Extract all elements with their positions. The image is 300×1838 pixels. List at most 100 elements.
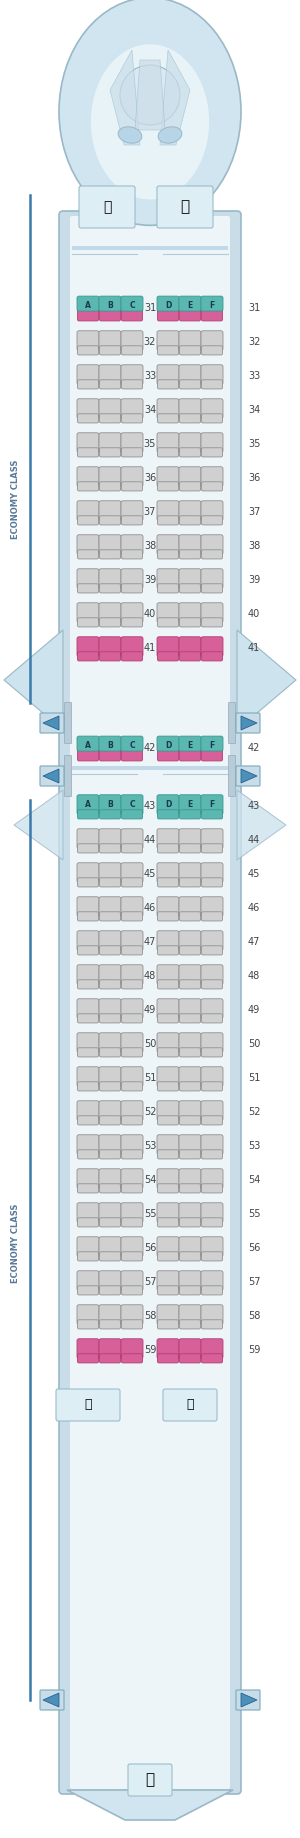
FancyBboxPatch shape — [201, 1169, 223, 1189]
FancyBboxPatch shape — [202, 1116, 223, 1125]
FancyBboxPatch shape — [77, 414, 98, 423]
Text: 57: 57 — [248, 1277, 260, 1287]
FancyBboxPatch shape — [202, 1219, 223, 1228]
FancyBboxPatch shape — [122, 652, 142, 662]
FancyBboxPatch shape — [157, 1305, 179, 1325]
FancyBboxPatch shape — [179, 584, 200, 594]
FancyBboxPatch shape — [40, 1689, 64, 1709]
FancyBboxPatch shape — [121, 331, 143, 351]
FancyBboxPatch shape — [100, 844, 121, 853]
FancyBboxPatch shape — [179, 897, 201, 917]
FancyBboxPatch shape — [158, 652, 178, 662]
FancyBboxPatch shape — [122, 1252, 142, 1261]
FancyBboxPatch shape — [157, 500, 179, 520]
Text: D: D — [165, 800, 171, 809]
FancyBboxPatch shape — [201, 1338, 223, 1358]
FancyBboxPatch shape — [201, 965, 223, 985]
FancyBboxPatch shape — [179, 794, 201, 814]
FancyBboxPatch shape — [158, 912, 178, 921]
Polygon shape — [14, 790, 63, 860]
FancyBboxPatch shape — [100, 1048, 121, 1057]
FancyBboxPatch shape — [121, 1202, 143, 1222]
FancyBboxPatch shape — [158, 947, 178, 956]
FancyBboxPatch shape — [179, 1305, 201, 1325]
FancyBboxPatch shape — [100, 346, 121, 355]
Text: F: F — [209, 800, 214, 809]
FancyBboxPatch shape — [201, 1066, 223, 1086]
FancyBboxPatch shape — [121, 1033, 143, 1053]
Text: 56: 56 — [248, 1242, 260, 1254]
FancyBboxPatch shape — [77, 1116, 98, 1125]
Text: 42: 42 — [144, 743, 156, 754]
FancyBboxPatch shape — [77, 305, 98, 322]
FancyBboxPatch shape — [157, 1169, 179, 1189]
FancyBboxPatch shape — [77, 346, 98, 355]
FancyBboxPatch shape — [77, 1169, 99, 1189]
Polygon shape — [4, 630, 63, 730]
FancyBboxPatch shape — [179, 1083, 200, 1092]
Text: 41: 41 — [248, 643, 260, 652]
FancyBboxPatch shape — [122, 584, 142, 594]
FancyBboxPatch shape — [121, 735, 143, 752]
Text: 58: 58 — [144, 1310, 156, 1322]
Polygon shape — [110, 50, 140, 145]
FancyBboxPatch shape — [179, 364, 201, 384]
FancyBboxPatch shape — [77, 535, 99, 555]
FancyBboxPatch shape — [158, 482, 178, 491]
Text: 43: 43 — [248, 801, 260, 811]
FancyBboxPatch shape — [100, 947, 121, 956]
Ellipse shape — [91, 44, 209, 200]
FancyBboxPatch shape — [201, 998, 223, 1018]
Text: 39: 39 — [248, 575, 260, 584]
FancyBboxPatch shape — [40, 713, 64, 733]
FancyBboxPatch shape — [201, 364, 223, 384]
FancyBboxPatch shape — [122, 380, 142, 390]
FancyBboxPatch shape — [77, 550, 98, 559]
Text: E: E — [188, 301, 193, 311]
FancyBboxPatch shape — [202, 584, 223, 594]
Text: 32: 32 — [248, 336, 260, 347]
FancyBboxPatch shape — [157, 1101, 179, 1121]
FancyBboxPatch shape — [179, 1116, 200, 1125]
FancyBboxPatch shape — [202, 980, 223, 989]
FancyBboxPatch shape — [157, 535, 179, 555]
FancyBboxPatch shape — [122, 811, 142, 820]
Text: 49: 49 — [248, 1005, 260, 1015]
FancyBboxPatch shape — [179, 1219, 200, 1228]
FancyBboxPatch shape — [64, 702, 71, 744]
FancyBboxPatch shape — [201, 862, 223, 882]
FancyBboxPatch shape — [202, 482, 223, 491]
FancyBboxPatch shape — [179, 331, 201, 351]
Text: 40: 40 — [144, 608, 156, 619]
Text: 55: 55 — [248, 1209, 260, 1219]
FancyBboxPatch shape — [201, 735, 223, 752]
Text: 47: 47 — [144, 937, 156, 947]
FancyBboxPatch shape — [77, 1252, 98, 1261]
Ellipse shape — [59, 0, 241, 226]
FancyBboxPatch shape — [121, 399, 143, 419]
FancyBboxPatch shape — [179, 980, 200, 989]
FancyBboxPatch shape — [122, 1355, 142, 1364]
FancyBboxPatch shape — [201, 467, 223, 487]
FancyBboxPatch shape — [121, 1237, 143, 1257]
FancyBboxPatch shape — [77, 618, 98, 627]
FancyBboxPatch shape — [77, 584, 98, 594]
FancyBboxPatch shape — [202, 1048, 223, 1057]
Text: 44: 44 — [248, 834, 260, 845]
FancyBboxPatch shape — [158, 1355, 178, 1364]
FancyBboxPatch shape — [77, 735, 99, 752]
FancyBboxPatch shape — [77, 1270, 99, 1290]
Text: 59: 59 — [248, 1345, 260, 1355]
Text: 33: 33 — [144, 371, 156, 380]
Text: 58: 58 — [248, 1310, 260, 1322]
Text: D: D — [165, 741, 171, 750]
FancyBboxPatch shape — [158, 305, 178, 322]
Text: 🚻: 🚻 — [84, 1399, 92, 1412]
FancyBboxPatch shape — [179, 399, 201, 419]
FancyBboxPatch shape — [202, 414, 223, 423]
Polygon shape — [237, 790, 286, 860]
Text: C: C — [129, 301, 135, 311]
FancyBboxPatch shape — [64, 755, 71, 796]
FancyBboxPatch shape — [122, 1048, 142, 1057]
FancyBboxPatch shape — [99, 432, 121, 452]
